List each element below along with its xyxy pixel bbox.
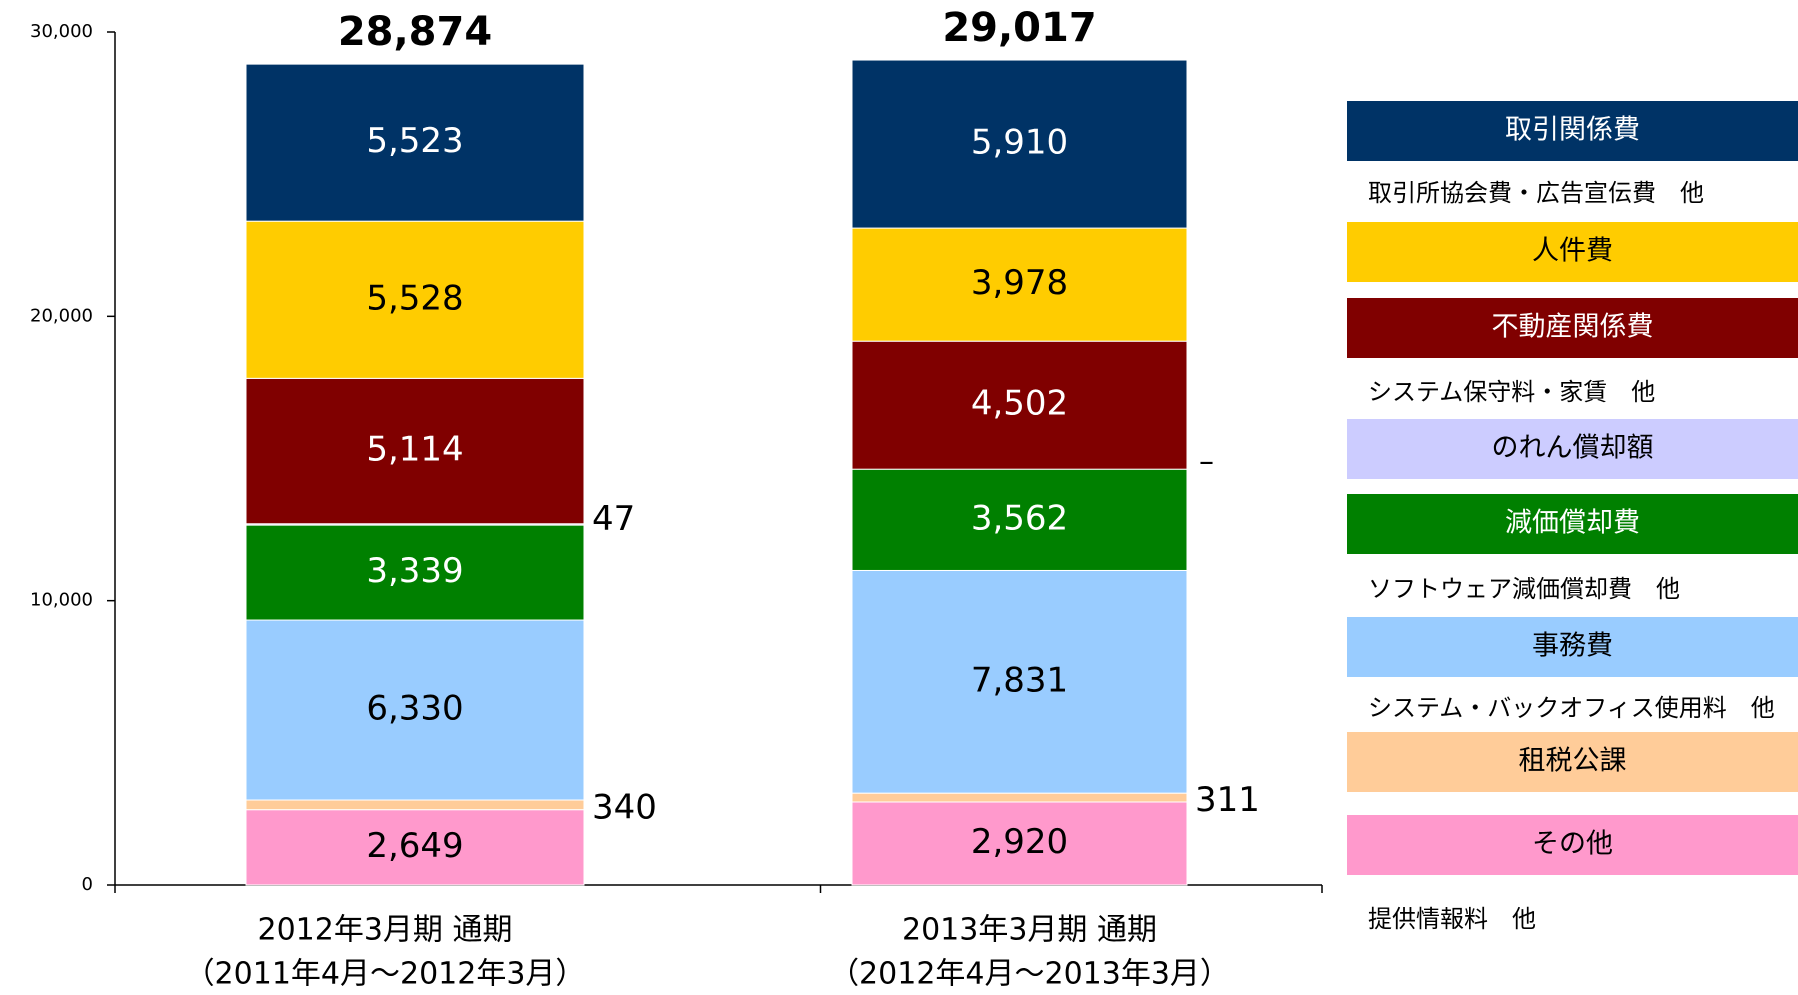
legend-swatch [1347,222,1798,282]
x-tick-sublabel: （2012年4月～2013年3月） [829,957,1230,992]
bar-segment [851,468,1188,571]
bar-segment [245,377,585,525]
x-tick-sublabel: （2011年4月～2012年3月） [185,957,586,992]
bar-segment [851,792,1188,803]
bar-segment [245,809,585,886]
y-tick-label: 0 [82,874,93,895]
bar-segment [851,59,1188,229]
bar-segment [245,220,585,379]
legend-label: 不動産関係費 [1492,312,1654,343]
bar-segment [245,524,585,621]
value-label: 3,339 [366,551,463,591]
y-tick-label: 10,000 [30,590,93,611]
bar-segment [851,801,1188,886]
value-label: 2,649 [366,826,463,866]
value-label: 5,528 [366,278,463,318]
total-label: 28,874 [338,9,492,55]
legend-label: 取引関係費 [1505,115,1640,146]
legend-swatch [1347,815,1798,875]
value-label: 311 [1195,780,1260,820]
total-label: 29,017 [942,5,1096,51]
value-label: 2,920 [971,822,1068,862]
legend-swatch [1347,732,1798,792]
bar-segment [851,340,1188,470]
value-label: – [1199,445,1214,480]
x-tick-label: 2012年3月期 通期 [258,913,513,948]
legend-note: 取引所協会費・広告宣伝費 他 [1368,179,1704,207]
legend-label: その他 [1532,829,1613,860]
legend-label: のれん償却額 [1492,433,1654,464]
value-label: 3,978 [971,263,1068,303]
value-label: 4,502 [971,384,1068,424]
legend-label: 人件費 [1532,236,1613,267]
y-tick-label: 20,000 [30,305,93,326]
legend-label: 減価償却費 [1505,508,1640,539]
value-label: 3,562 [971,498,1068,538]
legend-note: ソフトウェア減価償却費 他 [1368,575,1680,603]
legend-swatch [1347,494,1798,554]
value-label: 5,114 [366,430,463,470]
bar-segment [245,63,585,222]
value-label: 6,330 [366,689,463,729]
legend-swatch [1347,419,1798,479]
bar-segment [245,619,585,801]
value-label: 340 [592,787,657,827]
legend-note: システム・バックオフィス使用料 他 [1368,694,1775,722]
x-tick-label: 2013年3月期 通期 [902,913,1157,948]
legend-label: 租税公課 [1519,746,1627,777]
value-label: 5,523 [366,121,463,161]
legend-swatch [1347,617,1798,677]
y-tick-label: 30,000 [30,21,93,42]
value-label: 47 [592,499,635,539]
value-label: 5,910 [971,123,1068,163]
value-label: 7,831 [971,660,1068,700]
bar-segment [245,799,585,811]
legend-note: 提供情報料 他 [1368,905,1536,933]
legend-swatch [1347,298,1798,358]
bar-segment [851,227,1188,342]
legend-swatch [1347,101,1798,161]
legend-note: システム保守料・家賃 他 [1368,378,1655,406]
legend-label: 事務費 [1532,631,1613,662]
